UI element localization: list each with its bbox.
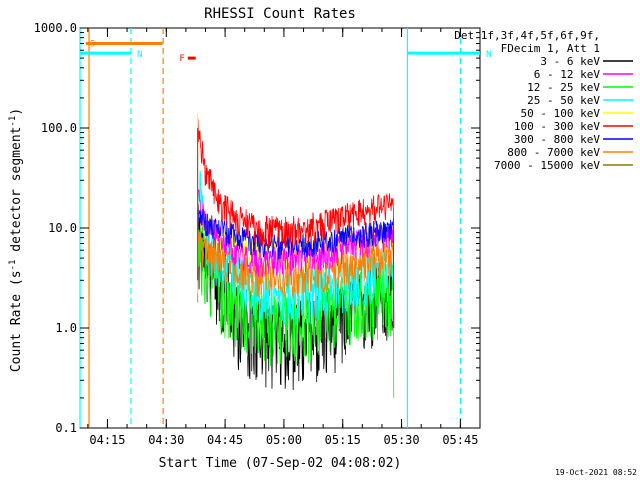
y-axis-label-superscript: -1 (8, 116, 18, 127)
annotation-label: N (137, 50, 142, 60)
y-axis: 1000.0 100.0 10.0 1.0 0.1 (34, 21, 480, 435)
legend-entry-label: 25 - 50 keV (527, 94, 600, 107)
x-tick-label: 04:45 (207, 433, 243, 447)
series-line (197, 118, 395, 329)
y-axis-label-part: Count Rate (s (9, 270, 24, 372)
annotation-label: N (486, 50, 491, 60)
y-tick-label: 0.1 (55, 421, 77, 435)
legend-header: FDecim 1, Att 1 (501, 42, 600, 55)
legend-entry-label: 6 - 12 keV (534, 68, 601, 81)
y-tick-label: 1000.0 (34, 21, 77, 35)
footer-date: 19-Oct-2021 08:52 (555, 468, 637, 477)
x-tick-label: 04:30 (148, 433, 184, 447)
x-tick-label: 05:30 (384, 433, 420, 447)
legend: Det 1f,3f,4f,5f,6f,9f,FDecim 1, Att 13 -… (454, 29, 633, 172)
y-tick-label: 100.0 (41, 121, 77, 135)
legend-entry-label: 12 - 25 keV (527, 81, 600, 94)
legend-entry-label: 800 - 7000 keV (507, 146, 600, 159)
x-axis: 04:15 04:30 04:45 05:00 05:15 05:30 05:45 (87, 28, 481, 447)
y-axis-label-part: ) (9, 108, 24, 116)
y-tick-label: 10.0 (48, 221, 77, 235)
legend-entry-label: 50 - 100 keV (521, 107, 601, 120)
legend-entry-label: 100 - 300 keV (514, 120, 600, 133)
y-axis-label: Count Rate (s-1 detector segment-1) (8, 108, 24, 372)
chart-title: RHESSI Count Rates (204, 6, 356, 22)
x-tick-label: 05:15 (325, 433, 361, 447)
legend-entry-label: 300 - 800 keV (514, 133, 600, 146)
plot-area: S N N F (79, 27, 491, 429)
annotation-label: S (90, 39, 95, 49)
y-axis-label-part: detector segment (9, 127, 24, 260)
legend-entry-label: 3 - 6 keV (540, 55, 600, 68)
legend-entry-label: 7000 - 15000 keV (494, 159, 600, 172)
x-tick-label: 05:00 (266, 433, 302, 447)
legend-header: Det 1f,3f,4f,5f,6f,9f, (454, 29, 600, 42)
x-axis-label: Start Time (07-Sep-02 04:08:02) (159, 456, 402, 471)
y-axis-label-superscript: -1 (8, 260, 18, 271)
annotation-label: F (179, 54, 184, 64)
x-tick-label: 04:15 (89, 433, 125, 447)
x-tick-label: 05:45 (442, 433, 478, 447)
y-tick-label: 1.0 (55, 321, 77, 335)
series-line (197, 188, 395, 329)
